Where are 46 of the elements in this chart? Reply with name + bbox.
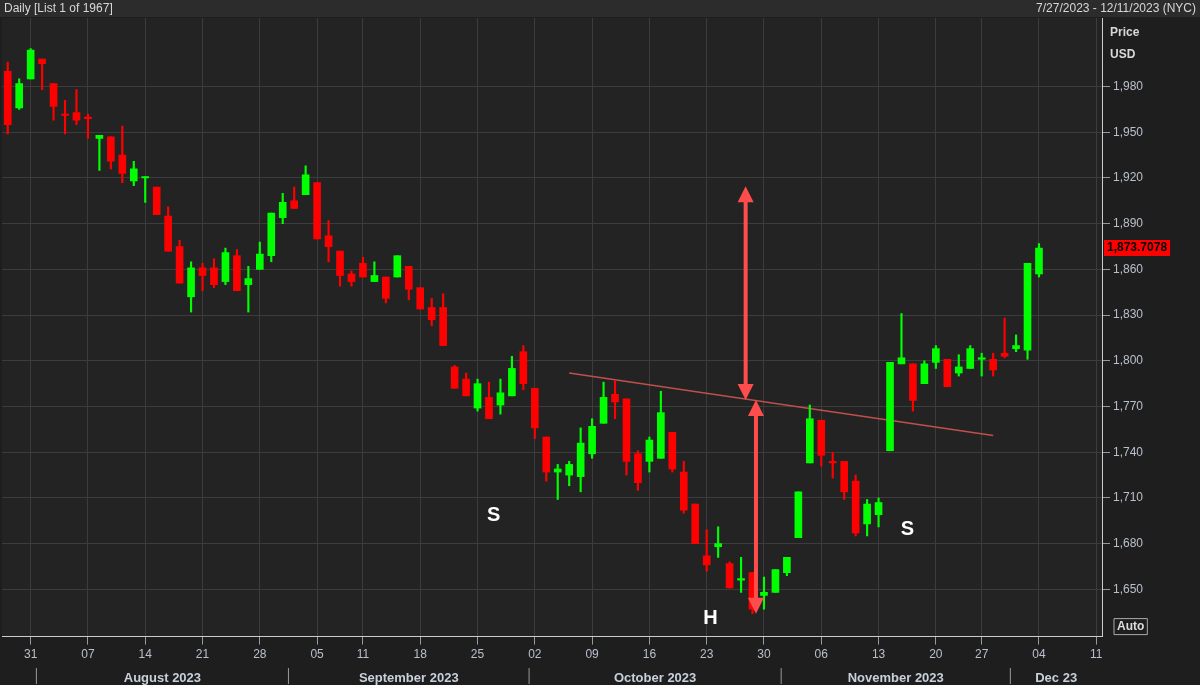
x-tick-label: 30 [757,647,771,662]
annotation: S [487,502,501,525]
x-tick-label: 16 [642,647,657,662]
y-tick-label: 1,860 [1113,261,1144,276]
annotation: H [703,606,718,629]
y-tick-label: 1,800 [1113,353,1144,368]
chart-title: Daily [List 1 of 1967] [4,1,113,16]
y-tick-label: 1,680 [1113,535,1144,550]
y-tick-label: 1,710 [1113,490,1144,505]
y-tick-label: 1,950 [1113,124,1144,139]
x-tick-label: 20 [929,647,943,662]
x-tick-label: 13 [871,647,886,662]
x-tick-label: 05 [310,647,325,662]
text: November 2023 [847,669,944,685]
x-tick-label: 25 [470,647,485,662]
y-tick-label: 1,830 [1113,307,1144,322]
x-tick-label: 23 [700,647,714,662]
x-tick-label: 02 [528,647,542,662]
x-tick-label: 18 [413,647,428,662]
x-tick-label: 27 [975,647,989,662]
x-tick-label: 31 [23,647,38,662]
x-tick-label: 11 [356,647,370,662]
text: August 2023 [123,669,202,685]
text: October 2023 [613,669,697,685]
text: Dec 23 [1035,669,1078,685]
y-tick-label: 1,740 [1113,444,1144,459]
text: 1,873.7078 [1107,240,1168,255]
y-axis-title: Price USD [1110,25,1140,62]
candlestick [897,313,906,365]
x-tick-label: 21 [195,647,210,662]
y-tick-label: 1,920 [1113,170,1144,185]
x-tick-label: 09 [585,647,600,662]
x-tick-label: 28 [253,647,267,662]
x-tick-label: 07 [81,647,95,662]
text: Auto [1117,618,1145,633]
y-tick-label: 1,890 [1113,216,1144,230]
y-tick-label: 1,650 [1113,581,1144,596]
y-tick-label: 1,770 [1113,398,1144,413]
x-tick-label: 04 [1032,647,1046,662]
x-tick-label: 11 [1090,647,1103,662]
annotation: S [900,517,914,540]
text: September 2023 [358,669,459,685]
x-tick-label: 06 [814,647,829,662]
y-tick-label: 1,980 [1113,78,1144,93]
x-tick-label: 14 [138,647,153,662]
chart-subtitle: 7/27/2023 - 12/11/2023 (NYC) [1036,1,1196,16]
